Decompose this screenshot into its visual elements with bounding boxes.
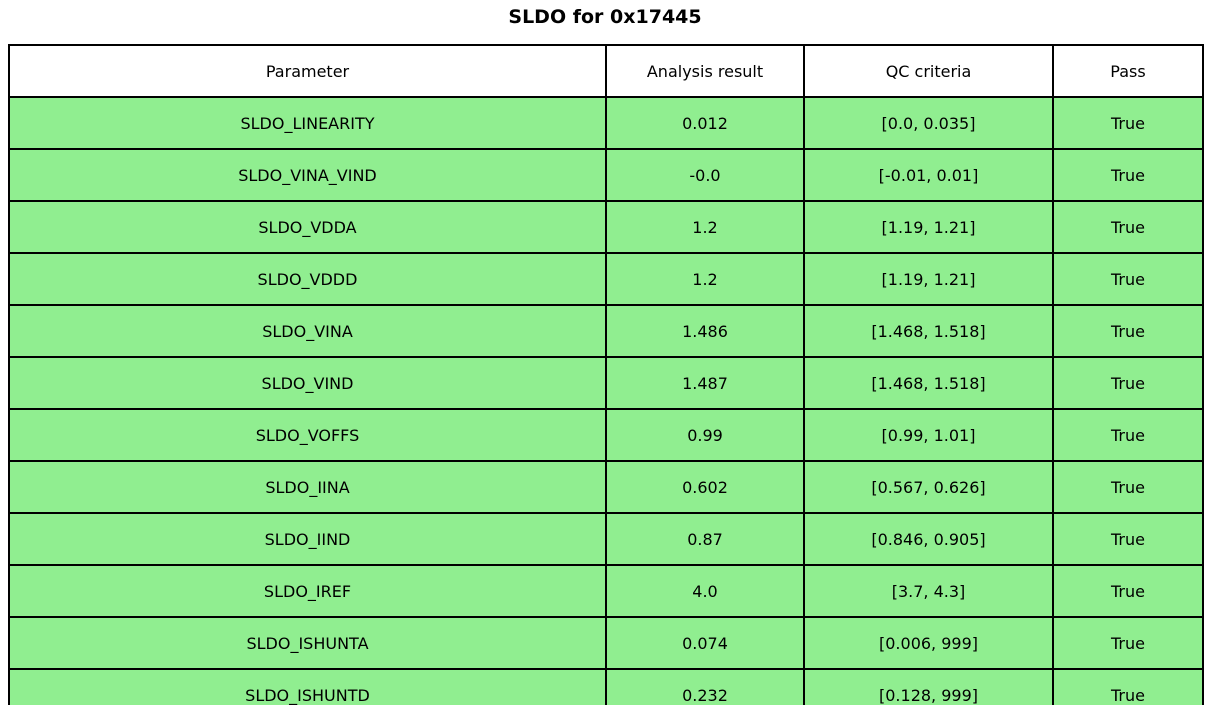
cell-analysis-result: 0.012 — [605, 96, 805, 150]
cell-pass: True — [1052, 356, 1204, 410]
table-row: SLDO_IIND 0.87 [0.846, 0.905] True — [8, 512, 1204, 566]
cell-parameter: SLDO_VIND — [8, 356, 607, 410]
cell-qc-criteria: [0.567, 0.626] — [803, 460, 1054, 514]
cell-parameter: SLDO_VDDA — [8, 200, 607, 254]
cell-pass: True — [1052, 668, 1204, 705]
cell-parameter: SLDO_IIND — [8, 512, 607, 566]
cell-parameter: SLDO_LINEARITY — [8, 96, 607, 150]
column-header-qc-criteria: QC criteria — [803, 44, 1054, 98]
cell-qc-criteria: [0.0, 0.035] — [803, 96, 1054, 150]
cell-pass: True — [1052, 460, 1204, 514]
cell-analysis-result: 0.87 — [605, 512, 805, 566]
cell-parameter: SLDO_IINA — [8, 460, 607, 514]
cell-analysis-result: 1.2 — [605, 252, 805, 306]
cell-qc-criteria: [3.7, 4.3] — [803, 564, 1054, 618]
cell-analysis-result: 1.2 — [605, 200, 805, 254]
cell-analysis-result: 1.487 — [605, 356, 805, 410]
cell-analysis-result: 0.074 — [605, 616, 805, 670]
cell-pass: True — [1052, 96, 1204, 150]
cell-parameter: SLDO_VDDD — [8, 252, 607, 306]
cell-parameter: SLDO_VINA_VIND — [8, 148, 607, 202]
cell-parameter: SLDO_ISHUNTD — [8, 668, 607, 705]
cell-analysis-result: 0.602 — [605, 460, 805, 514]
table-row: SLDO_VIND 1.487 [1.468, 1.518] True — [8, 356, 1204, 410]
table-row: SLDO_ISHUNTD 0.232 [0.128, 999] True — [8, 668, 1204, 705]
column-header-pass: Pass — [1052, 44, 1204, 98]
table-row: SLDO_VDDA 1.2 [1.19, 1.21] True — [8, 200, 1204, 254]
cell-qc-criteria: [1.468, 1.518] — [803, 304, 1054, 358]
qc-results-table: Parameter Analysis result QC criteria Pa… — [8, 44, 1204, 705]
table-row: SLDO_VOFFS 0.99 [0.99, 1.01] True — [8, 408, 1204, 462]
cell-pass: True — [1052, 408, 1204, 462]
table-row: SLDO_IINA 0.602 [0.567, 0.626] True — [8, 460, 1204, 514]
cell-analysis-result: -0.0 — [605, 148, 805, 202]
cell-qc-criteria: [0.99, 1.01] — [803, 408, 1054, 462]
cell-pass: True — [1052, 304, 1204, 358]
table-row: SLDO_VDDD 1.2 [1.19, 1.21] True — [8, 252, 1204, 306]
cell-qc-criteria: [0.006, 999] — [803, 616, 1054, 670]
cell-parameter: SLDO_VINA — [8, 304, 607, 358]
cell-analysis-result: 0.99 — [605, 408, 805, 462]
cell-pass: True — [1052, 564, 1204, 618]
table-body: SLDO_LINEARITY 0.012 [0.0, 0.035] True SLDO_… — [8, 96, 1204, 705]
cell-analysis-result: 0.232 — [605, 668, 805, 705]
column-header-parameter: Parameter — [8, 44, 607, 98]
column-header-analysis-result: Analysis result — [605, 44, 805, 98]
cell-parameter: SLDO_VOFFS — [8, 408, 607, 462]
cell-pass: True — [1052, 148, 1204, 202]
cell-qc-criteria: [1.468, 1.518] — [803, 356, 1054, 410]
cell-qc-criteria: [0.846, 0.905] — [803, 512, 1054, 566]
table-row: SLDO_VINA 1.486 [1.468, 1.518] True — [8, 304, 1204, 358]
table-row: SLDO_LINEARITY 0.012 [0.0, 0.035] True — [8, 96, 1204, 150]
cell-qc-criteria: [1.19, 1.21] — [803, 252, 1054, 306]
cell-parameter: SLDO_ISHUNTA — [8, 616, 607, 670]
cell-analysis-result: 4.0 — [605, 564, 805, 618]
cell-pass: True — [1052, 252, 1204, 306]
header-row: Parameter Analysis result QC criteria Pa… — [8, 44, 1204, 98]
cell-qc-criteria: [-0.01, 0.01] — [803, 148, 1054, 202]
cell-parameter: SLDO_IREF — [8, 564, 607, 618]
cell-pass: True — [1052, 616, 1204, 670]
table-row: SLDO_VINA_VIND -0.0 [-0.01, 0.01] True — [8, 148, 1204, 202]
cell-qc-criteria: [0.128, 999] — [803, 668, 1054, 705]
cell-analysis-result: 1.486 — [605, 304, 805, 358]
cell-pass: True — [1052, 200, 1204, 254]
page-title: SLDO for 0x17445 — [508, 6, 702, 28]
table-row: SLDO_IREF 4.0 [3.7, 4.3] True — [8, 564, 1204, 618]
cell-qc-criteria: [1.19, 1.21] — [803, 200, 1054, 254]
table-row: SLDO_ISHUNTA 0.074 [0.006, 999] True — [8, 616, 1204, 670]
cell-pass: True — [1052, 512, 1204, 566]
